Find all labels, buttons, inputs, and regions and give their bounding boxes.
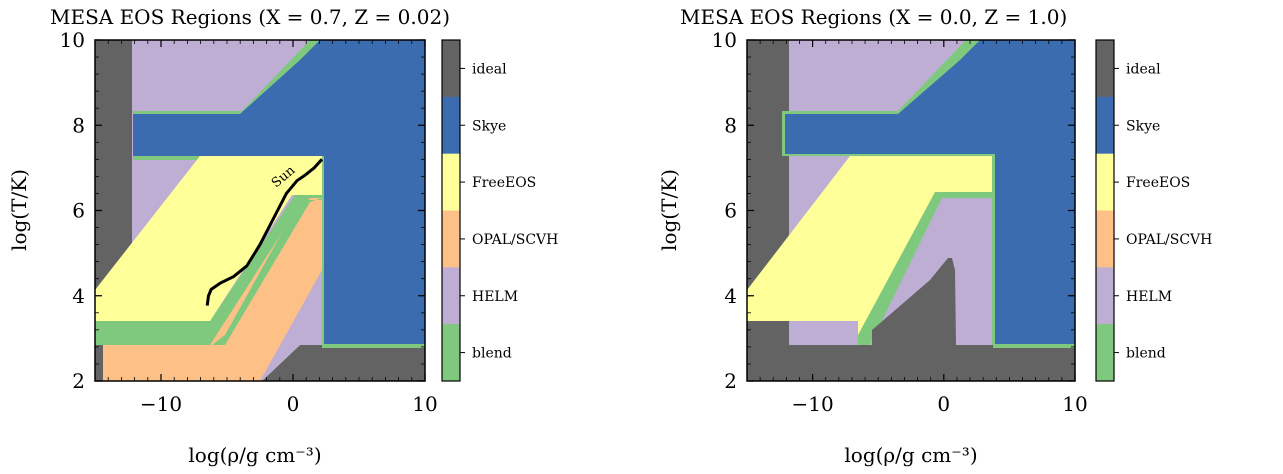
axis-ticks: −10 0 10 2 4 6 8 10	[60, 28, 438, 416]
region-freeeos	[95, 156, 322, 321]
colorbar-label: OPAL/SCVH	[472, 232, 558, 248]
y-axis-label: log(T/K)	[657, 169, 681, 251]
chart-title: MESA EOS Regions (X = 0.0, Z = 1.0)	[680, 5, 1067, 29]
colorbar-label: ideal	[1126, 61, 1161, 77]
region-blend	[212, 198, 322, 345]
colorbar-swatch	[442, 210, 460, 268]
colorbar-label: blend	[1126, 346, 1166, 362]
sun-profile-line	[205, 158, 324, 306]
region-skye	[785, 40, 1075, 344]
colorbar-swatch	[1096, 153, 1114, 211]
region-opal-scvh	[103, 198, 322, 381]
x-tick-label: 10	[412, 392, 437, 416]
colorbar-swatch	[1096, 40, 1114, 98]
colorbar-frame	[1095, 39, 1115, 382]
chart-left: MESA EOS Regions (X = 0.7, Z = 0.02) Sun…	[7, 5, 558, 467]
colorbar-swatch	[442, 96, 460, 155]
x-tick-label: −10	[140, 392, 182, 416]
x-tick-label: −10	[791, 392, 833, 416]
colorbar-label: HELM	[1126, 289, 1172, 305]
region-ideal	[747, 258, 993, 381]
plot-area	[747, 40, 1075, 381]
colorbar-label: ideal	[472, 61, 507, 77]
y-tick-label: 8	[724, 113, 737, 137]
x-tick-label: 0	[287, 392, 300, 416]
colorbar-swatch	[1096, 210, 1114, 268]
y-tick-label: 4	[724, 284, 737, 308]
colorbar: ideal Skye FreeEOS OPAL/SCVH HELM blend	[1095, 39, 1212, 382]
colorbar-label: Skye	[1126, 118, 1160, 134]
colorbar-label: blend	[472, 346, 512, 362]
y-tick-label: 2	[724, 369, 737, 393]
y-tick-label: 6	[724, 199, 737, 223]
chart-right: MESA EOS Regions (X = 0.0, Z = 1.0) −10 0…	[657, 5, 1212, 467]
colorbar-label: OPAL/SCVH	[1126, 232, 1212, 248]
colorbar-swatch	[1096, 96, 1114, 155]
region-freeeos	[747, 156, 992, 335]
x-tick-label: 0	[937, 392, 950, 416]
region-blend	[747, 190, 992, 345]
axis-ticks: −10 0 10 2 4 6 8 10	[712, 28, 1088, 416]
region-ideal	[95, 345, 103, 381]
region-skye	[133, 40, 425, 344]
colorbar-swatch	[1096, 267, 1114, 325]
colorbar-swatch	[442, 153, 460, 211]
plot-area	[95, 40, 425, 381]
colorbar-swatch	[442, 324, 460, 382]
colorbar-swatch	[1096, 324, 1114, 382]
colorbar-label: FreeEOS	[472, 175, 536, 191]
y-tick-label: 6	[72, 199, 85, 223]
colorbar-swatch	[442, 267, 460, 325]
y-tick-label: 2	[72, 369, 85, 393]
x-axis-label: log(ρ/g cm⁻³)	[844, 443, 977, 467]
y-tick-label: 10	[60, 28, 85, 52]
y-axis-label: log(T/K)	[7, 169, 31, 251]
colorbar-label: Skye	[472, 118, 506, 134]
colorbar-swatch	[442, 40, 460, 98]
y-tick-label: 4	[72, 284, 85, 308]
x-axis-label: log(ρ/g cm⁻³)	[188, 443, 321, 467]
x-tick-label: 10	[1062, 392, 1087, 416]
colorbar: ideal Skye FreeEOS OPAL/SCVH HELM blend	[441, 39, 558, 382]
colorbar-label: HELM	[472, 289, 518, 305]
y-tick-label: 8	[72, 113, 85, 137]
chart-title: MESA EOS Regions (X = 0.7, Z = 0.02)	[50, 5, 450, 29]
colorbar-frame	[441, 39, 461, 382]
colorbar-label: FreeEOS	[1126, 175, 1190, 191]
y-tick-label: 10	[712, 28, 737, 52]
region-helm	[260, 270, 322, 381]
